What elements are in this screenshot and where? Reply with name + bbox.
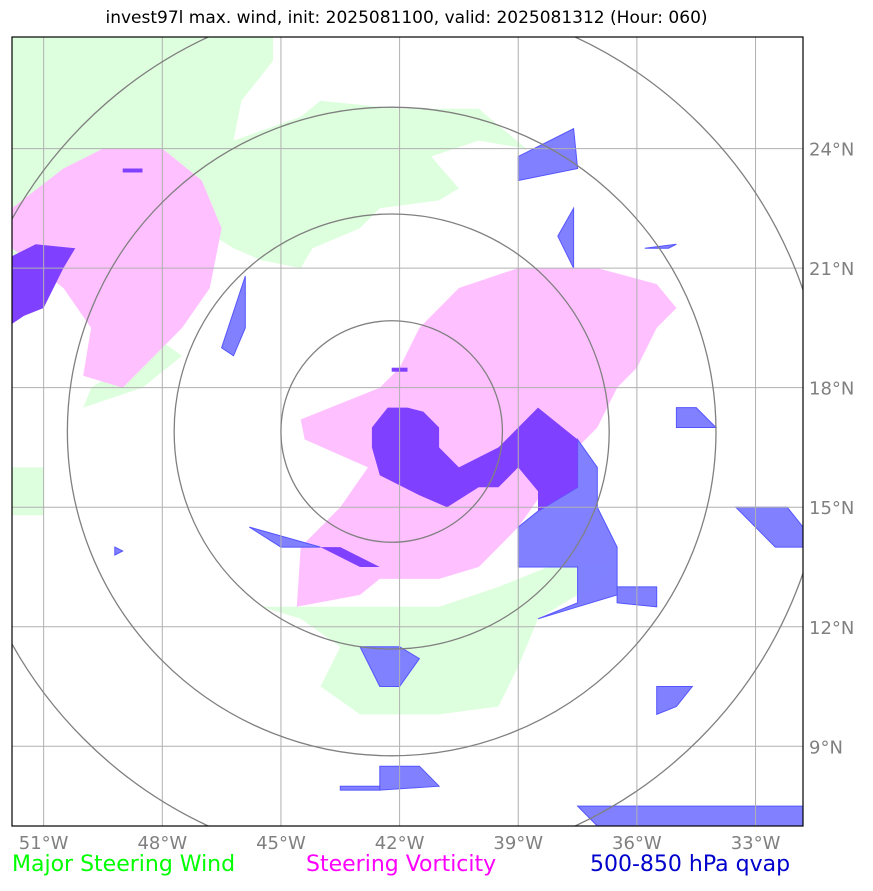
lon-tick-label: 51°W [19, 833, 69, 854]
range-ring-2 [173, 213, 610, 650]
lon-tick-label: 48°W [137, 833, 187, 854]
lon-tick-label: 45°W [256, 833, 306, 854]
qvap-area-15 [114, 546, 124, 556]
qvap-area-8 [249, 526, 321, 548]
qvap-area-3 [557, 206, 575, 269]
legend-steering-wind: Major Steering Wind [12, 852, 236, 877]
range-rings [12, 37, 803, 826]
steering-vorticity-area-2 [296, 268, 677, 607]
lat-tick-label: 9°N [809, 737, 843, 758]
lat-tick-label: 12°N [809, 618, 854, 639]
qvap-area-9 [359, 646, 421, 687]
steering-wind-area-1 [12, 37, 527, 269]
plot-title: invest97l max. wind, init: 2025081100, v… [105, 8, 708, 28]
legend-steering-vorticity: Steering Vorticity [306, 852, 497, 877]
qvap-area-1 [221, 275, 246, 357]
vorticity-qvap-overlap-2 [371, 407, 578, 512]
qvap-area-11 [644, 243, 677, 249]
lat-tick-label: 21°N [809, 259, 854, 280]
lat-tick-label: 18°N [809, 379, 854, 400]
qvap-area-10 [656, 686, 694, 716]
qvap-area-7 [734, 506, 803, 548]
vorticity-qvap-overlap-4 [122, 168, 143, 173]
legend-qvap: 500-850 hPa qvap [590, 852, 791, 877]
qvap-area-13 [339, 785, 381, 791]
qvap-area-4 [517, 437, 618, 620]
lon-tick-label: 33°W [731, 833, 781, 854]
qvap-area-14 [576, 805, 803, 826]
range-ring-3 [66, 106, 717, 757]
range-ring-1 [280, 320, 504, 543]
vorticity-qvap-overlap-3 [320, 547, 380, 567]
tick-labels: 51°W 48°W 45°W 42°W 39°W 36°W 33°W 9°N 12°N 15°N 1… [19, 140, 855, 854]
lat-tick-label: 24°N [809, 140, 854, 161]
steering-wind-area-3 [12, 467, 44, 516]
lat-tick-label: 15°N [809, 498, 854, 519]
plot-frame [11, 36, 804, 827]
lon-tick-label: 36°W [612, 833, 662, 854]
qvap-area-12 [379, 765, 441, 791]
lon-tick-label: 42°W [375, 833, 425, 854]
lon-tick-label: 39°W [493, 833, 543, 854]
qvap-area-6 [675, 407, 718, 428]
